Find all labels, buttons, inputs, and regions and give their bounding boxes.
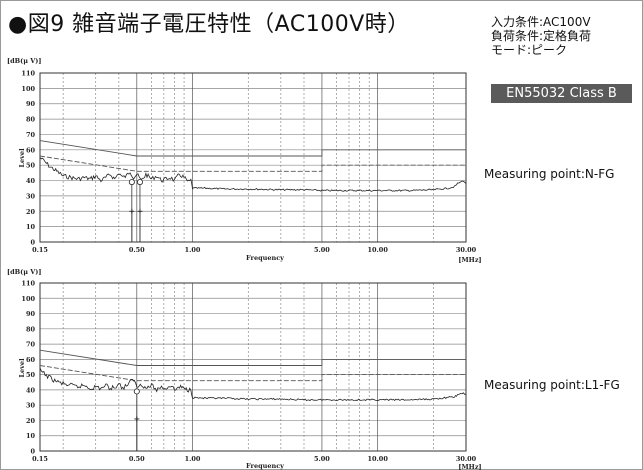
measuring-point-label-nfg: Measuring point:N-FG xyxy=(484,167,615,181)
chart1-marker-qp xyxy=(128,179,135,186)
chart1-y-tick-label: 90 xyxy=(26,100,36,108)
chart2-y-tick-label: 10 xyxy=(26,432,36,440)
chart2-x-axis-label: Frequency xyxy=(246,462,284,470)
chart1-series-line xyxy=(39,157,467,192)
measuring-point-label-l1fg: Measuring point:L1-FG xyxy=(484,378,620,392)
chart1-x-tick-label: 0.50 xyxy=(129,246,145,254)
chart2-marker-av xyxy=(134,416,140,422)
chart1-y-tick-label: 100 xyxy=(21,85,35,93)
chart1-y-tick-label: 10 xyxy=(26,223,36,231)
chart2-marker-qp xyxy=(133,388,140,395)
chart2-x-tick-label: 5.00 xyxy=(314,455,330,463)
chart1-x-axis-label: Frequency xyxy=(246,254,284,262)
chart2-y-tick-label: 100 xyxy=(21,295,35,303)
chart2-y-unit-label: [dB(μ V)] xyxy=(7,268,41,276)
chart1-plot-frame xyxy=(39,72,467,243)
chart2-x-tick-label: 10.00 xyxy=(367,455,388,463)
chart1-marker-av xyxy=(129,208,135,214)
chart1-y-tick-label: 50 xyxy=(26,162,36,170)
chart2-x-tick-label: 30.00 xyxy=(456,455,477,463)
chart1-y-unit-label: [dB(μ V)] xyxy=(7,57,41,65)
chart1-limit-line-av xyxy=(39,155,466,172)
standard-badge: EN55032 Class B xyxy=(491,84,632,103)
chart1-x-tick-label: 5.00 xyxy=(314,246,330,254)
chart1-y-tick-label: 40 xyxy=(26,177,36,185)
chart1-x-tick-label: 1.00 xyxy=(185,246,201,254)
chart2-y-tick-label: 40 xyxy=(26,386,36,394)
chart1-y-tick-label: 30 xyxy=(26,192,36,200)
chart1-y-tick-label: 60 xyxy=(26,146,36,154)
chart1-y-tick-label: 0 xyxy=(30,239,35,247)
chart2-x-tick-label: 1.00 xyxy=(185,455,201,463)
chart1-x-tick-label: 0.15 xyxy=(32,246,48,254)
chart2-x-tick-label: 0.50 xyxy=(129,455,145,463)
chart2-series-line xyxy=(39,367,467,402)
chart2-x-tick-label: 0.15 xyxy=(32,455,48,463)
chart2-y-tick-label: 110 xyxy=(21,280,35,288)
chart1-y-tick-label: 70 xyxy=(26,131,36,139)
chart2-y-tick-label: 80 xyxy=(26,325,36,333)
test-conditions: 入力条件:AC100V 負荷条件:定格負荷 モード:ピーク xyxy=(491,15,591,57)
mode-condition: モード:ピーク xyxy=(491,43,568,57)
chart1-x-tick-label: 30.00 xyxy=(456,246,477,254)
chart2-plot-frame xyxy=(39,282,467,452)
chart1-limit-line-qp xyxy=(39,140,466,157)
load-condition: 負荷条件:定格負荷 xyxy=(491,29,592,43)
chart1-y-axis-label: Level xyxy=(18,148,26,168)
chart2-y-tick-label: 0 xyxy=(30,448,35,456)
chart1-marker-av xyxy=(137,208,143,214)
chart1-x-tick-label: 10.00 xyxy=(367,246,388,254)
chart2-limit-line-av xyxy=(39,365,466,382)
chart2-y-tick-label: 60 xyxy=(26,356,36,364)
figure-title: ●図9 雑音端子電圧特性（AC100V時） xyxy=(8,12,410,37)
chart1-y-tick-label: 110 xyxy=(21,70,35,78)
chart2-y-tick-label: 50 xyxy=(26,371,36,379)
chart1-x-unit-label: [MHz] xyxy=(458,256,481,264)
chart1-y-tick-label: 80 xyxy=(26,116,36,124)
chart2-limit-line-qp xyxy=(39,349,466,366)
chart2-x-unit-label: [MHz] xyxy=(458,463,481,470)
chart2-y-tick-label: 30 xyxy=(26,402,36,410)
chart1-marker-qp xyxy=(136,179,143,186)
chart2-y-tick-label: 70 xyxy=(26,341,36,349)
chart2-y-axis-label: Level xyxy=(18,358,26,378)
input-condition: 入力条件:AC100V xyxy=(491,15,591,29)
chart1-y-tick-label: 20 xyxy=(26,208,36,216)
chart2-y-tick-label: 90 xyxy=(26,310,36,318)
chart2-y-tick-label: 20 xyxy=(26,417,36,425)
